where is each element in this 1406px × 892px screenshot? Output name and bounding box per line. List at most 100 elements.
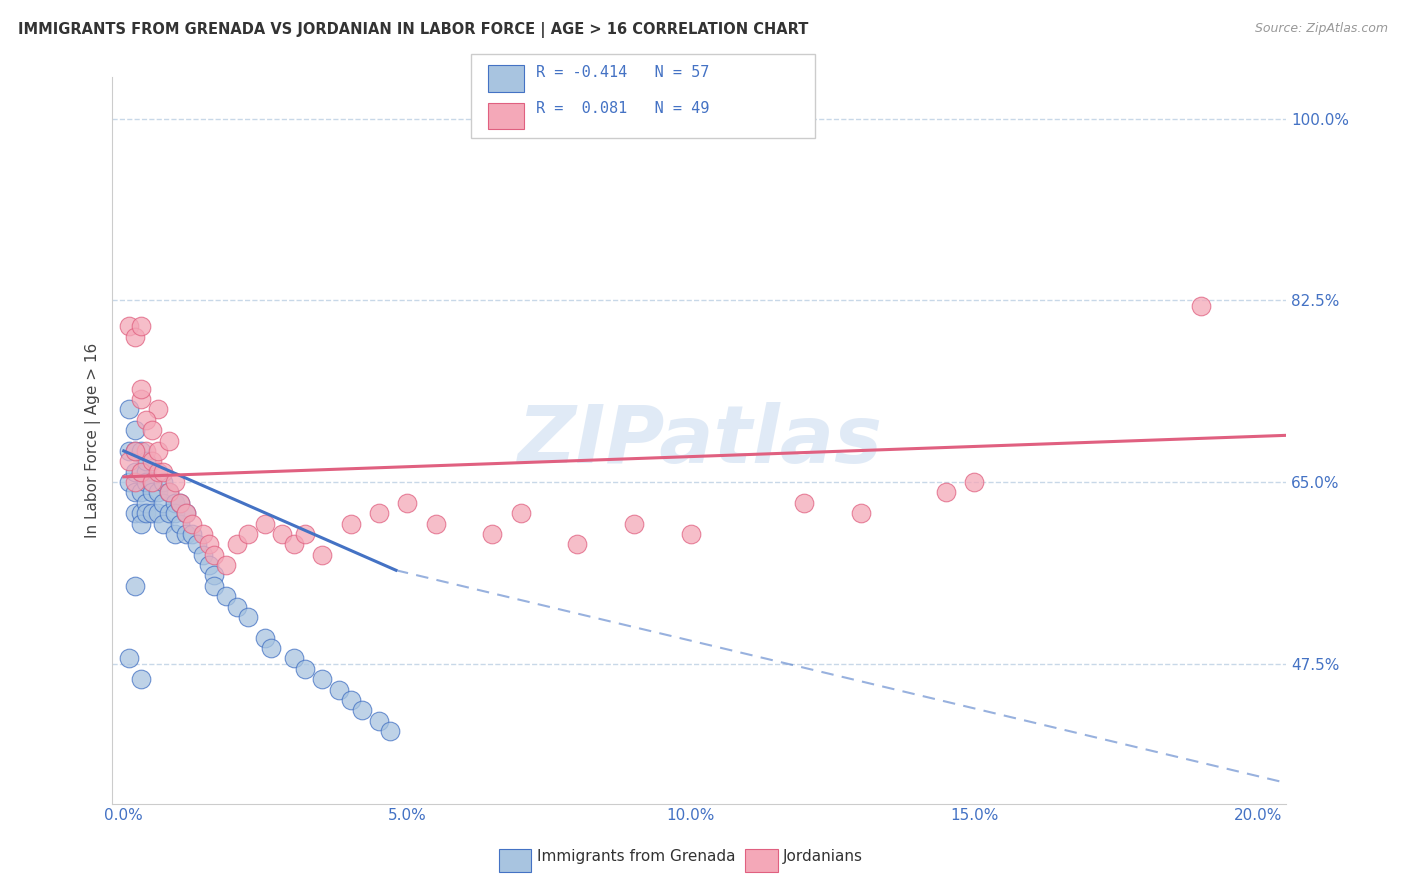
Point bbox=[141, 423, 163, 437]
Point bbox=[141, 454, 163, 468]
Text: IMMIGRANTS FROM GRENADA VS JORDANIAN IN LABOR FORCE | AGE > 16 CORRELATION CHART: IMMIGRANTS FROM GRENADA VS JORDANIAN IN … bbox=[18, 22, 808, 38]
Point bbox=[169, 496, 191, 510]
Point bbox=[163, 475, 186, 489]
Point bbox=[311, 672, 333, 686]
Point bbox=[567, 537, 589, 551]
Point bbox=[129, 672, 152, 686]
Point bbox=[367, 714, 389, 728]
Point bbox=[260, 640, 283, 655]
Point bbox=[283, 651, 305, 665]
Point bbox=[311, 548, 333, 562]
Point bbox=[135, 506, 157, 520]
Point bbox=[197, 537, 219, 551]
Point bbox=[294, 662, 316, 676]
Point bbox=[481, 527, 503, 541]
Point bbox=[339, 693, 361, 707]
Point bbox=[174, 527, 197, 541]
Text: R = -0.414   N = 57: R = -0.414 N = 57 bbox=[536, 65, 709, 80]
Point bbox=[141, 475, 163, 489]
Point bbox=[129, 516, 152, 531]
Point bbox=[124, 330, 146, 344]
Point bbox=[152, 475, 174, 489]
Point bbox=[157, 506, 180, 520]
Point bbox=[679, 527, 702, 541]
Point bbox=[146, 506, 169, 520]
Point bbox=[238, 527, 260, 541]
Point bbox=[163, 506, 186, 520]
Point bbox=[935, 485, 957, 500]
Point bbox=[118, 454, 141, 468]
Point bbox=[157, 434, 180, 448]
Point bbox=[146, 402, 169, 417]
Point bbox=[152, 516, 174, 531]
Point bbox=[204, 579, 226, 593]
Point bbox=[124, 485, 146, 500]
Point bbox=[174, 506, 197, 520]
Point bbox=[124, 506, 146, 520]
Text: Jordanians: Jordanians bbox=[783, 849, 863, 864]
Point bbox=[129, 392, 152, 406]
Point bbox=[294, 527, 316, 541]
Point bbox=[191, 548, 214, 562]
Point bbox=[124, 443, 146, 458]
Point bbox=[226, 537, 249, 551]
Point bbox=[118, 443, 141, 458]
Point bbox=[135, 465, 157, 479]
Point bbox=[157, 485, 180, 500]
Y-axis label: In Labor Force | Age > 16: In Labor Force | Age > 16 bbox=[86, 343, 101, 538]
Point bbox=[152, 496, 174, 510]
Point bbox=[226, 599, 249, 614]
Point bbox=[129, 465, 152, 479]
Point bbox=[118, 319, 141, 334]
Point bbox=[271, 527, 294, 541]
Point bbox=[163, 496, 186, 510]
Point bbox=[793, 496, 815, 510]
Point bbox=[129, 382, 152, 396]
Point bbox=[623, 516, 645, 531]
Point bbox=[963, 475, 986, 489]
Point bbox=[118, 475, 141, 489]
Point bbox=[254, 516, 277, 531]
Point bbox=[124, 579, 146, 593]
Text: R =  0.081   N = 49: R = 0.081 N = 49 bbox=[536, 101, 709, 116]
Point bbox=[191, 527, 214, 541]
Point bbox=[425, 516, 447, 531]
Point bbox=[141, 506, 163, 520]
Text: Immigrants from Grenada: Immigrants from Grenada bbox=[537, 849, 735, 864]
Point bbox=[380, 724, 402, 739]
Point bbox=[180, 527, 202, 541]
Point bbox=[849, 506, 872, 520]
Point bbox=[186, 537, 208, 551]
Point bbox=[163, 527, 186, 541]
Point bbox=[169, 516, 191, 531]
Point bbox=[135, 475, 157, 489]
Point bbox=[135, 413, 157, 427]
Point bbox=[141, 485, 163, 500]
Point bbox=[169, 496, 191, 510]
Point bbox=[339, 516, 361, 531]
Point bbox=[124, 465, 146, 479]
Point bbox=[129, 506, 152, 520]
Point bbox=[124, 423, 146, 437]
Point bbox=[135, 454, 157, 468]
Point bbox=[129, 485, 152, 500]
Point bbox=[204, 548, 226, 562]
Point bbox=[328, 682, 350, 697]
Point bbox=[124, 475, 146, 489]
Point bbox=[215, 589, 238, 603]
Point bbox=[124, 443, 146, 458]
Point bbox=[509, 506, 531, 520]
Point bbox=[238, 610, 260, 624]
Point bbox=[204, 568, 226, 582]
Point bbox=[197, 558, 219, 572]
Point bbox=[215, 558, 238, 572]
Point bbox=[129, 443, 152, 458]
Point bbox=[146, 485, 169, 500]
Point bbox=[254, 631, 277, 645]
Point bbox=[118, 651, 141, 665]
Point bbox=[129, 319, 152, 334]
Point bbox=[146, 465, 169, 479]
Point bbox=[396, 496, 419, 510]
Point bbox=[141, 475, 163, 489]
Point bbox=[157, 485, 180, 500]
